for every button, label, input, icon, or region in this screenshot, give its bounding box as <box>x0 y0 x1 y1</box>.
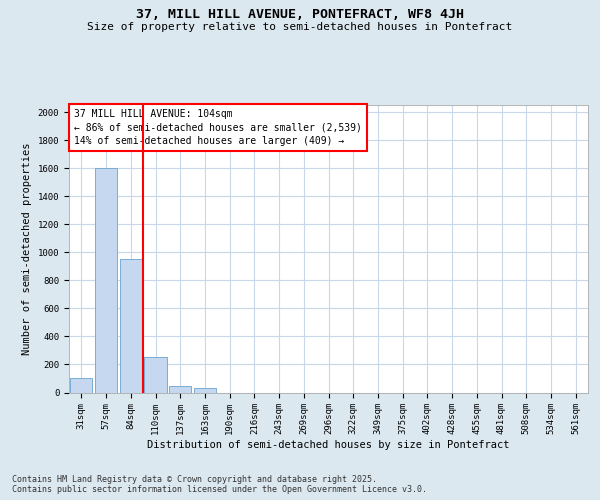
Bar <box>145 356 167 392</box>
X-axis label: Distribution of semi-detached houses by size in Pontefract: Distribution of semi-detached houses by … <box>147 440 510 450</box>
Bar <box>194 388 216 392</box>
Text: Contains HM Land Registry data © Crown copyright and database right 2025.: Contains HM Land Registry data © Crown c… <box>12 475 377 484</box>
Bar <box>119 260 142 392</box>
Text: Size of property relative to semi-detached houses in Pontefract: Size of property relative to semi-detach… <box>88 22 512 32</box>
Bar <box>70 378 92 392</box>
Text: Contains public sector information licensed under the Open Government Licence v3: Contains public sector information licen… <box>12 485 427 494</box>
Bar <box>95 168 117 392</box>
Text: 37, MILL HILL AVENUE, PONTEFRACT, WF8 4JH: 37, MILL HILL AVENUE, PONTEFRACT, WF8 4J… <box>136 8 464 20</box>
Text: 37 MILL HILL AVENUE: 104sqm
← 86% of semi-detached houses are smaller (2,539)
14: 37 MILL HILL AVENUE: 104sqm ← 86% of sem… <box>74 110 362 146</box>
Y-axis label: Number of semi-detached properties: Number of semi-detached properties <box>22 142 32 355</box>
Bar <box>169 386 191 392</box>
